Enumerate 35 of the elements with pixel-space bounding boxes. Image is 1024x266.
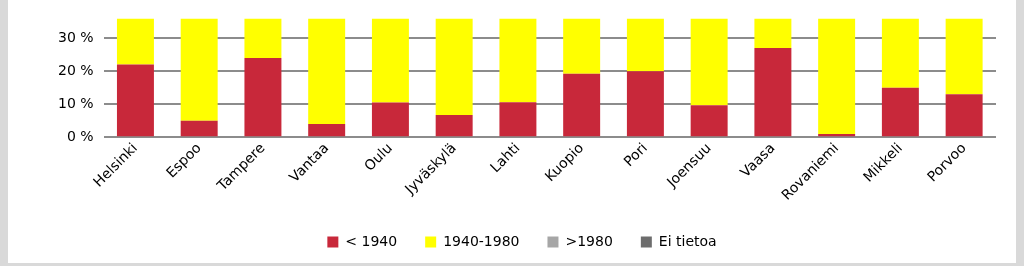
bar — [690, 18, 728, 106]
bar — [945, 18, 983, 95]
bar — [754, 48, 792, 137]
bar — [499, 18, 537, 103]
bar — [881, 18, 919, 88]
bar — [180, 18, 218, 121]
bar — [116, 64, 154, 137]
bar — [308, 124, 346, 137]
legend-label: 1940-1980 — [443, 232, 520, 249]
bar — [435, 115, 473, 137]
bar — [945, 94, 983, 137]
legend-label: >1980 — [565, 232, 613, 249]
bar — [499, 102, 537, 137]
y-tick-label: 0 % — [66, 127, 94, 144]
legend-label: < 1940 — [345, 232, 398, 249]
y-tick-label: 30 % — [57, 28, 94, 45]
bar — [690, 105, 728, 137]
bar — [435, 18, 473, 116]
bar — [180, 120, 218, 137]
bar — [244, 58, 282, 137]
bar — [563, 73, 601, 137]
y-tick-label: 10 % — [57, 94, 94, 111]
bar — [881, 87, 919, 137]
bar — [244, 18, 282, 58]
bar — [626, 71, 664, 137]
bar — [116, 18, 154, 65]
legend-label: Ei tietoa — [658, 232, 717, 249]
y-tick-label: 20 % — [57, 61, 94, 78]
bar — [818, 18, 856, 134]
bar — [371, 102, 409, 137]
bar — [371, 18, 409, 103]
bar — [563, 18, 601, 74]
bar — [626, 18, 664, 72]
bar — [754, 18, 792, 49]
bar — [308, 18, 346, 124]
